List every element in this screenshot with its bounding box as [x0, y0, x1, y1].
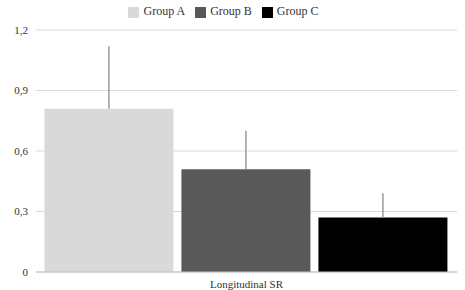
html-text:Group B: Group B — [210, 4, 252, 18]
svg-text:0,9: 0,9 — [14, 84, 28, 96]
html-text:Group A: Group A — [143, 4, 186, 18]
svg-text:1,2: 1,2 — [14, 24, 28, 36]
html-text:Group C: Group C — [276, 4, 319, 18]
svg-text:0,3: 0,3 — [14, 205, 28, 217]
svg-text:Longitudinal SR: Longitudinal SR — [210, 278, 284, 290]
svg-text:0,6: 0,6 — [14, 145, 28, 157]
svg-text:0: 0 — [23, 266, 29, 278]
